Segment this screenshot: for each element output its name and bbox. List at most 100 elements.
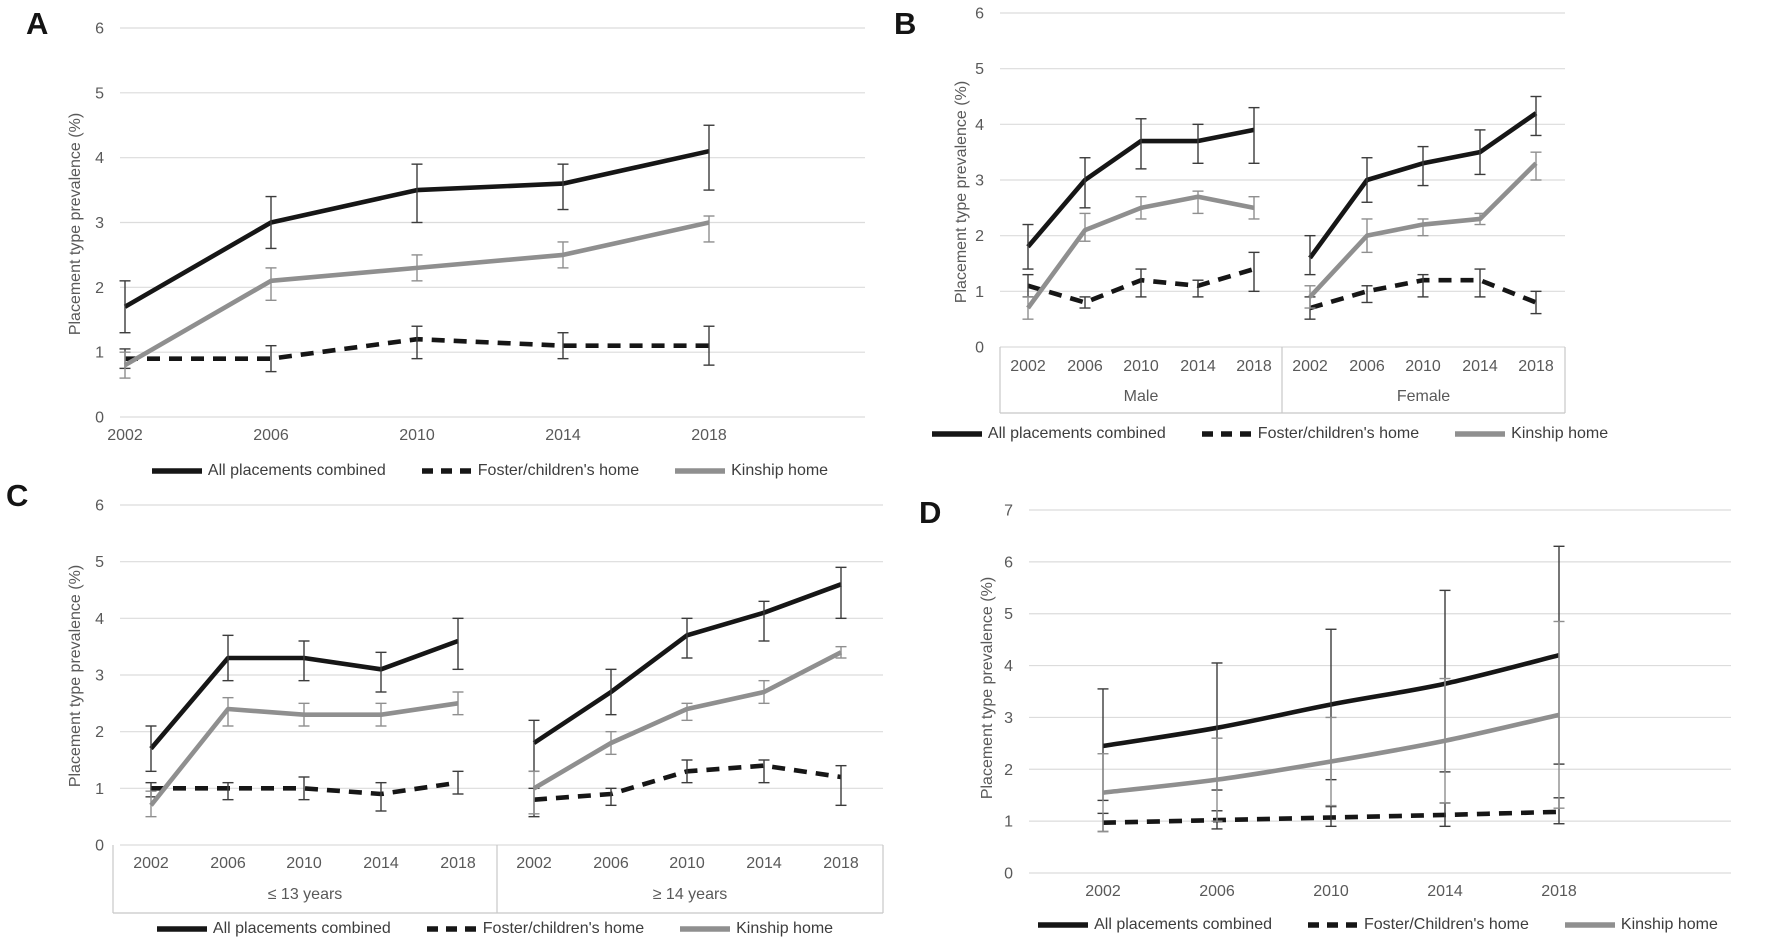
x-axis-year-label: 2014 (1427, 883, 1463, 900)
gridlines (120, 504, 883, 846)
series-line-dashed-black (151, 780, 459, 797)
x-axis-year-label: 2014 (1180, 358, 1216, 375)
error-bars-dashed-black (1022, 251, 1260, 309)
x-axis-year-label: 2010 (1313, 883, 1349, 900)
y-axis-tick-label: 3 (95, 215, 104, 232)
x-axis-year-label: 2018 (823, 855, 859, 872)
panel-a-chart: 0 1 2 3 4 5 6 2002 2006 2010 2014 2018 (95, 21, 865, 444)
x-axis-year-label: 2018 (691, 427, 727, 444)
x-axis-year-label: 2006 (1067, 358, 1103, 375)
y-axis-tick-label: 6 (95, 498, 104, 515)
legend-swatch-solid-gray (1564, 922, 1615, 928)
legend-swatch-dashed-black (421, 468, 472, 474)
x-axis-year-label: 2002 (133, 855, 169, 872)
legend-swatch-solid-gray (1455, 431, 1506, 437)
error-bars-solid-gray (119, 215, 715, 379)
y-axis-tick-label: 4 (1004, 658, 1013, 675)
panel-d-legend: All placements combined Foster/Children's… (1020, 916, 1736, 934)
legend-item: Kinship home (1455, 425, 1608, 443)
error-bars-solid-gray (1022, 190, 1260, 320)
y-axis-tick-label: 6 (1004, 554, 1013, 571)
group-label: ≤ 13 years (268, 886, 343, 903)
y-axis-tick-label: 4 (95, 611, 104, 628)
x-axis-year-label: 2010 (1123, 358, 1159, 375)
x-axis-year-label: 2006 (1349, 358, 1385, 375)
y-axis-tick-label: 0 (1004, 866, 1013, 883)
panel-c-letter: C (6, 478, 29, 513)
legend-swatch-solid-black (931, 431, 982, 437)
y-axis-tick-label: 6 (95, 21, 104, 38)
legend-label: Foster/children's home (477, 462, 640, 479)
gridlines (1029, 509, 1731, 874)
error-bars-solid-black (1304, 95, 1542, 276)
error-bars-solid-black (119, 124, 715, 334)
error-bars-solid-gray (145, 691, 464, 818)
legend-item: All placements combined (151, 462, 386, 480)
error-bars-dashed-black (119, 325, 715, 373)
x-axis-year-label: 2006 (1199, 883, 1235, 900)
y-axis-tick-label: 1 (1004, 814, 1013, 831)
x-axis-year-label: 2006 (210, 855, 246, 872)
legend-swatch-solid-gray (675, 468, 726, 474)
y-axis-tick-label: 5 (95, 554, 104, 571)
y-axis-tick-label: 5 (95, 85, 104, 102)
y-axis-tick-label: 0 (95, 410, 104, 427)
legend-item: Foster/children's home (421, 462, 640, 480)
x-axis-year-label: 2002 (516, 855, 552, 872)
x-axis-year-labels: 2002 2006 2010 2014 2018 2002 2006 2010 2014 2018 (1010, 358, 1554, 375)
group-label: ≥ 14 years (653, 886, 728, 903)
x-axis-group-band: Male Female (999, 347, 1566, 414)
x-axis-year-label: 2018 (1236, 358, 1272, 375)
panel-d-letter: D (919, 495, 942, 530)
y-axis-tick-label: 2 (1004, 762, 1013, 779)
legend-label: All placements combined (1094, 916, 1272, 933)
legend-swatch-dashed-black (1308, 922, 1358, 928)
legend-item: Foster/children's home (1201, 425, 1420, 443)
legend-label: All placements combined (207, 462, 386, 479)
panel-b-letter: B (894, 6, 917, 41)
y-axis-tick-label: 0 (975, 340, 984, 357)
legend-item: Foster/Children's home (1308, 916, 1529, 934)
x-axis-year-label: 2018 (1541, 883, 1577, 900)
error-bars-solid-black (528, 566, 847, 773)
y-axis-tick-label: 3 (95, 668, 104, 685)
error-bars-solid-gray (1097, 620, 1565, 833)
legend-item: All placements combined (1038, 916, 1272, 934)
group-label: Male (1124, 388, 1159, 405)
x-axis-year-label: 2018 (1518, 358, 1554, 375)
legend-swatch-dashed-black (426, 926, 477, 932)
gridlines (1000, 12, 1565, 348)
group-label: Female (1397, 388, 1450, 405)
x-axis-year-label: 2014 (545, 427, 581, 444)
legend-label: Foster/children's home (1257, 425, 1420, 442)
panel-c-legend: All placements combined Foster/children's… (110, 920, 880, 938)
x-axis-year-label: 2010 (399, 427, 435, 444)
x-axis-year-label: 2014 (363, 855, 399, 872)
legend-item: Kinship home (1564, 916, 1718, 934)
x-axis-year-labels: 2002 2006 2010 2014 2018 (107, 427, 727, 444)
error-bars-solid-black (1022, 106, 1260, 270)
error-bars-solid-gray (1304, 151, 1542, 309)
legend-label: All placements combined (212, 920, 391, 937)
legend-swatch-solid-gray (680, 926, 731, 932)
legend-label: Kinship home (731, 462, 829, 479)
y-axis-tick-label: 7 (1004, 503, 1013, 520)
x-axis-year-label: 2014 (1462, 358, 1498, 375)
error-bars-dashed-black (145, 770, 464, 812)
legend-swatch-solid-black (156, 926, 207, 932)
y-axis-tick-label: 1 (95, 345, 104, 362)
error-bars-dashed-black (1304, 268, 1542, 320)
gridlines (120, 27, 865, 418)
y-axis-tick-label: 5 (975, 61, 984, 78)
error-bars-solid-gray (528, 645, 847, 815)
x-axis-year-label: 2002 (107, 427, 143, 444)
panel-a-letter: A (26, 6, 49, 41)
x-axis-year-label: 2002 (1292, 358, 1328, 375)
y-axis-tick-labels: 0 1 2 3 4 5 6 (95, 498, 104, 855)
y-axis-tick-label: 3 (1004, 710, 1013, 727)
legend-item: All placements combined (931, 425, 1166, 443)
panel-a-legend: All placements combined Foster/children's… (110, 462, 870, 480)
